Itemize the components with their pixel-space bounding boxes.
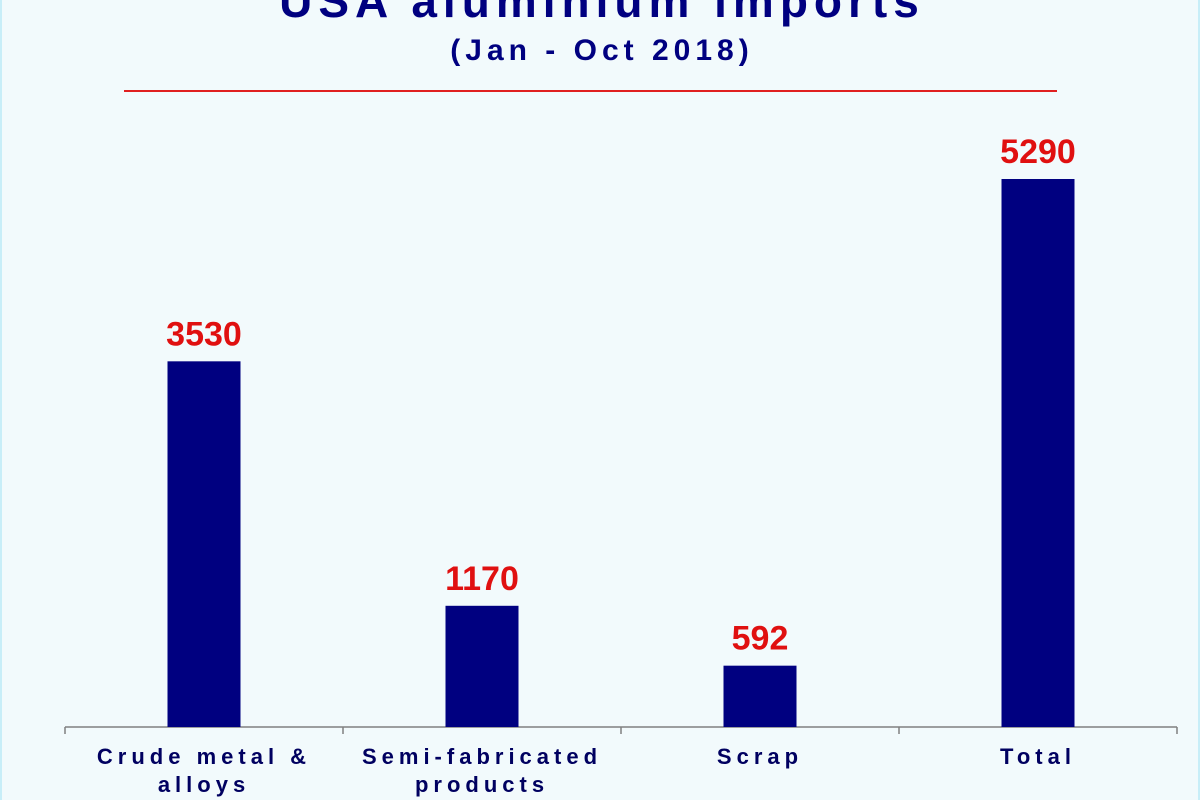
x-axis [64,726,1178,734]
data-label: 592 [732,620,789,658]
data-label: 1170 [445,560,519,598]
bar [1001,179,1075,727]
bar [167,361,241,727]
data-label: 5290 [1000,133,1076,171]
data-labels: 3530 1170 592 5290 [166,133,1076,658]
category-label: Semi-fabricated [362,744,602,769]
category-label: Scrap [717,744,803,769]
chart-title: USA aluminium imports [279,0,925,27]
category-label: Crude metal & [97,744,311,769]
bar [445,605,519,727]
data-label: 3530 [166,315,242,353]
category-label: products [415,772,549,797]
category-label: alloys [158,772,250,797]
category-labels: Crude metal & alloys Semi-fabricated produc… [97,744,1076,797]
bar [723,665,797,727]
category-label: Total [1000,744,1076,769]
bars [167,179,1075,727]
chart-subtitle: (Jan - Oct 2018) [450,34,754,67]
